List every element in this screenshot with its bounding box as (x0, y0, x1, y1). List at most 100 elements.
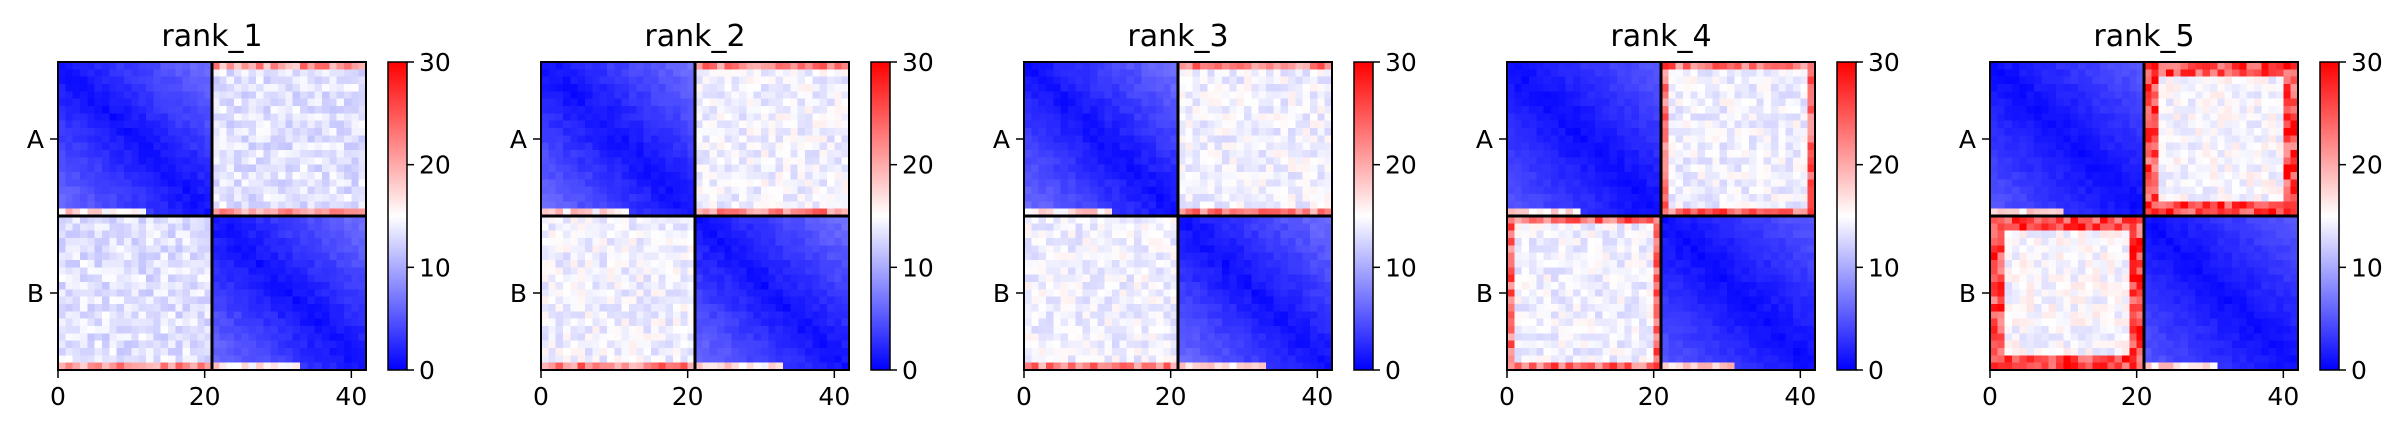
heatmap-cell (1046, 164, 1054, 173)
heatmap-cell (709, 172, 718, 180)
heatmap-cell (1119, 62, 1128, 70)
heatmap-cell (1148, 252, 1157, 261)
heatmap-cell (819, 289, 828, 298)
heatmap-cell (797, 348, 806, 356)
heatmap-cell (629, 98, 637, 107)
heatmap-cell (241, 98, 250, 107)
heatmap-cell (548, 91, 557, 100)
heatmap-cell (1024, 62, 1032, 70)
heatmap-cell (555, 120, 564, 129)
heatmap-cell (1200, 98, 1208, 107)
heatmap-cell (1222, 194, 1230, 202)
heatmap-cell (841, 186, 850, 195)
heatmap-cell (548, 260, 557, 268)
heatmap-cell (548, 208, 557, 217)
heatmap-cell (1119, 172, 1128, 180)
heatmap-cell (146, 84, 154, 92)
heatmap-cell (1090, 135, 1098, 144)
heatmap-cell (197, 362, 206, 371)
heatmap-cell (102, 135, 110, 144)
heatmap-cell (219, 201, 228, 210)
heatmap-cell (812, 150, 821, 158)
heatmap-cell (541, 106, 549, 114)
heatmap-cell (1280, 201, 1289, 210)
heatmap-cell (607, 69, 615, 78)
heatmap-cell (599, 172, 608, 180)
heatmap-cell (592, 84, 601, 92)
heatmap-cell (1046, 150, 1054, 158)
heatmap-cell (307, 318, 316, 327)
heatmap-cell (102, 326, 110, 334)
heatmap-cell (805, 142, 813, 151)
heatmap-cell (182, 267, 191, 276)
heatmap-cell (160, 296, 169, 305)
heatmap-cell (1075, 238, 1084, 246)
heatmap-cell (182, 326, 191, 334)
heatmap-cell (80, 120, 88, 129)
heatmap-cell (614, 76, 623, 85)
heatmap-cell (761, 157, 769, 166)
heatmap-cell (1031, 69, 1040, 78)
heatmap-cell (680, 267, 689, 276)
heatmap-cell (1236, 186, 1245, 195)
heatmap-cell (153, 362, 162, 371)
heatmap-cell (1273, 142, 1282, 151)
heatmap-cell (285, 150, 294, 158)
heatmap-cell (709, 311, 718, 320)
heatmap-cell (841, 230, 850, 239)
heatmap-cell (717, 164, 725, 173)
heatmap-cell (607, 208, 615, 217)
heatmap-cell (812, 326, 821, 334)
heatmap-cell (124, 186, 132, 195)
heatmap-cell (322, 76, 330, 85)
heatmap-cell (307, 62, 316, 70)
heatmap-cell (827, 186, 835, 195)
heatmap-cell (761, 311, 769, 320)
heatmap-cell (1148, 172, 1157, 180)
heatmap-cell (226, 157, 235, 166)
heatmap-cell (761, 326, 769, 334)
heatmap-cell (1082, 179, 1091, 188)
heatmap-cell (599, 348, 608, 356)
heatmap-cell (226, 333, 235, 342)
heatmap-cell (768, 106, 777, 114)
heatmap-cell (1134, 150, 1142, 158)
heatmap-cell (665, 179, 674, 188)
heatmap-cell (256, 355, 264, 364)
heatmap-cell (819, 106, 828, 114)
heatmap-cell (841, 245, 850, 254)
heatmap-cell (160, 150, 169, 158)
heatmap-cell (160, 355, 169, 364)
heatmap-cell (680, 340, 689, 349)
heatmap-cell (197, 238, 206, 246)
heatmap-cell (724, 304, 733, 312)
heatmap-cell (599, 69, 608, 78)
heatmap-cell (1104, 238, 1113, 246)
heatmap-cell (124, 76, 132, 85)
heatmap-cell (709, 333, 718, 342)
heatmap-cell (651, 98, 659, 107)
heatmap-cell (724, 326, 733, 334)
heatmap-cell (1148, 289, 1157, 298)
heatmap-cell (1236, 267, 1245, 276)
heatmap-cell (219, 238, 228, 246)
heatmap-cell (665, 142, 674, 151)
heatmap-cell (585, 355, 593, 364)
heatmap-cell (1163, 164, 1172, 173)
heatmap-cell (805, 150, 813, 158)
heatmap-cell (1060, 69, 1069, 78)
heatmap-cell (1053, 106, 1062, 114)
heatmap-cell (256, 304, 264, 312)
heatmap-cell (278, 340, 286, 349)
heatmap-cell (753, 106, 762, 114)
heatmap-cell (146, 333, 154, 342)
heatmap-cell (1207, 223, 1216, 232)
heatmap-cell (160, 62, 169, 70)
heatmap-cell (548, 333, 557, 342)
heatmap-cell (138, 208, 147, 217)
heatmap-cell (1310, 274, 1318, 283)
heatmap-cell (1214, 194, 1223, 202)
heatmap-cell (1097, 252, 1106, 261)
heatmap-cell (263, 91, 272, 100)
heatmap-cell (1163, 84, 1172, 92)
